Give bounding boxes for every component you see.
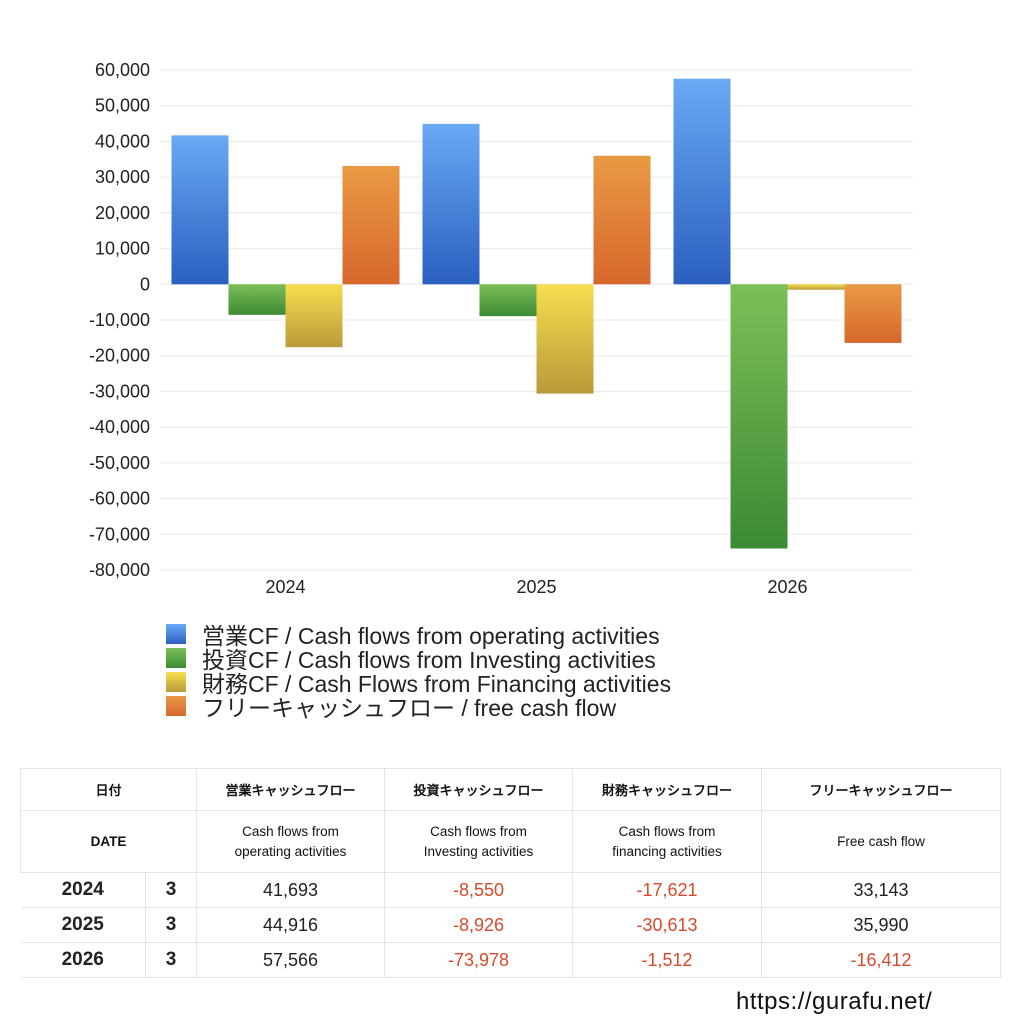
bar-investing-2024 bbox=[228, 284, 286, 315]
row-investing-value: -8,550 bbox=[384, 872, 574, 908]
y-tick-label: 0 bbox=[140, 274, 150, 294]
bars bbox=[171, 78, 902, 549]
header-financing-jp: 財務キャッシュフロー bbox=[572, 768, 763, 811]
header-financing-en: Cash flows from financing activities bbox=[572, 810, 763, 873]
y-tick-label: -80,000 bbox=[89, 560, 150, 580]
y-tick-label: 50,000 bbox=[95, 96, 150, 116]
row-financing-value: -17,621 bbox=[572, 872, 763, 908]
site-url: https://gurafu.net/ bbox=[736, 988, 933, 1015]
y-tick-label: -30,000 bbox=[89, 381, 150, 401]
table-row: 2024 3 41,693 -8,550 -17,621 33,143 bbox=[20, 872, 1002, 908]
legend-label-free-cash-flow: フリーキャッシュフロー / free cash flow bbox=[202, 695, 617, 721]
bar-free-cash-flow-2024 bbox=[342, 165, 400, 285]
y-tick-label: 10,000 bbox=[95, 239, 150, 259]
row-month: 3 bbox=[144, 872, 198, 908]
y-tick-label: 60,000 bbox=[95, 60, 150, 80]
y-tick-label: -50,000 bbox=[89, 453, 150, 473]
row-operating-value: 57,566 bbox=[196, 942, 386, 978]
bar-financing-2025 bbox=[536, 284, 594, 394]
x-tick-label: 2024 bbox=[265, 577, 305, 597]
legend-label-investing: 投資CF / Cash flows from Investing activit… bbox=[202, 647, 656, 673]
y-tick-label: 30,000 bbox=[95, 167, 150, 187]
row-financing-value: -1,512 bbox=[572, 942, 763, 978]
row-free-cash-flow-value: 35,990 bbox=[761, 907, 1002, 943]
header-operating-en: Cash flows from operating activities bbox=[196, 810, 386, 873]
y-tick-label: -40,000 bbox=[89, 417, 150, 437]
legend-swatch-investing bbox=[166, 648, 186, 668]
y-tick-label: 40,000 bbox=[95, 131, 150, 151]
row-year: 2024 bbox=[20, 872, 146, 908]
row-operating-value: 41,693 bbox=[196, 872, 386, 908]
row-month: 3 bbox=[144, 942, 198, 978]
x-tick-label: 2025 bbox=[516, 577, 556, 597]
x-axis-labels: 2024 2025 2026 bbox=[265, 577, 807, 597]
table-row: 2026 3 57,566 -73,978 -1,512 -16,412 bbox=[20, 942, 1002, 978]
cash-flow-bar-chart: 60,000 50,000 40,000 30,000 20,000 10,000 0 -10… bbox=[89, 60, 913, 597]
legend-item-investing: 投資CF / Cash flows from Investing activit… bbox=[166, 646, 671, 673]
header-date-en: DATE bbox=[19, 810, 198, 873]
legend-item-free-cash-flow: フリーキャッシュフロー / free cash flow bbox=[166, 694, 671, 721]
bar-free-cash-flow-2026 bbox=[844, 284, 902, 343]
legend-swatch-financing bbox=[166, 672, 186, 692]
y-tick-label: -20,000 bbox=[89, 346, 150, 366]
y-tick-label: -70,000 bbox=[89, 524, 150, 544]
y-tick-label: -10,000 bbox=[89, 310, 150, 330]
header-free-cash-flow-jp: フリーキャッシュフロー bbox=[761, 768, 1002, 811]
bar-operating-2026 bbox=[673, 78, 731, 285]
legend-label-operating: 営業CF / Cash flows from operating activit… bbox=[202, 623, 660, 649]
legend-label-financing: 財務CF / Cash Flows from Financing activit… bbox=[202, 671, 672, 697]
header-investing-jp: 投資キャッシュフロー bbox=[384, 768, 574, 811]
header-operating-jp: 営業キャッシュフロー bbox=[196, 768, 386, 811]
legend-item-operating: 営業CF / Cash flows from operating activit… bbox=[166, 622, 671, 649]
bar-operating-2025 bbox=[422, 123, 480, 285]
bar-investing-2025 bbox=[479, 284, 537, 317]
y-tick-label: 20,000 bbox=[95, 203, 150, 223]
row-year: 2026 bbox=[20, 942, 146, 978]
cash-flow-table: 日付 営業キャッシュフロー 投資キャッシュフロー 財務キャッシュフロー フリーキ… bbox=[19, 768, 1002, 978]
row-investing-value: -8,926 bbox=[384, 907, 574, 943]
header-date-jp: 日付 bbox=[19, 768, 198, 811]
row-financing-value: -30,613 bbox=[572, 907, 763, 943]
row-month: 3 bbox=[144, 907, 198, 943]
y-tick-label: -60,000 bbox=[89, 489, 150, 509]
bar-free-cash-flow-2025 bbox=[593, 155, 651, 285]
row-investing-value: -73,978 bbox=[384, 942, 574, 978]
table-header-jp: 日付 営業キャッシュフロー 投資キャッシュフロー 財務キャッシュフロー フリーキ… bbox=[19, 768, 1002, 811]
header-free-cash-flow-en: Free cash flow bbox=[761, 810, 1002, 873]
row-year: 2025 bbox=[20, 907, 146, 943]
legend-swatch-free-cash-flow bbox=[166, 696, 186, 716]
bar-investing-2026 bbox=[730, 284, 788, 549]
y-axis-ticks: 60,000 50,000 40,000 30,000 20,000 10,000 0 -10… bbox=[89, 60, 150, 580]
x-tick-label: 2026 bbox=[767, 577, 807, 597]
legend-item-financing: 財務CF / Cash Flows from Financing activit… bbox=[166, 670, 671, 697]
row-free-cash-flow-value: 33,143 bbox=[761, 872, 1002, 908]
bar-financing-2024 bbox=[285, 284, 343, 348]
bar-operating-2024 bbox=[171, 135, 229, 285]
row-operating-value: 44,916 bbox=[196, 907, 386, 943]
row-free-cash-flow-value: -16,412 bbox=[761, 942, 1002, 978]
legend: 営業CF / Cash flows from operating activit… bbox=[166, 622, 671, 721]
table-header-en: DATE Cash flows from operating activitie… bbox=[19, 810, 1002, 873]
table-row: 2025 3 44,916 -8,926 -30,613 35,990 bbox=[20, 907, 1002, 943]
bar-financing-2026 bbox=[787, 284, 845, 290]
legend-swatch-operating bbox=[166, 624, 186, 644]
header-investing-en: Cash flows from Investing activities bbox=[384, 810, 574, 873]
